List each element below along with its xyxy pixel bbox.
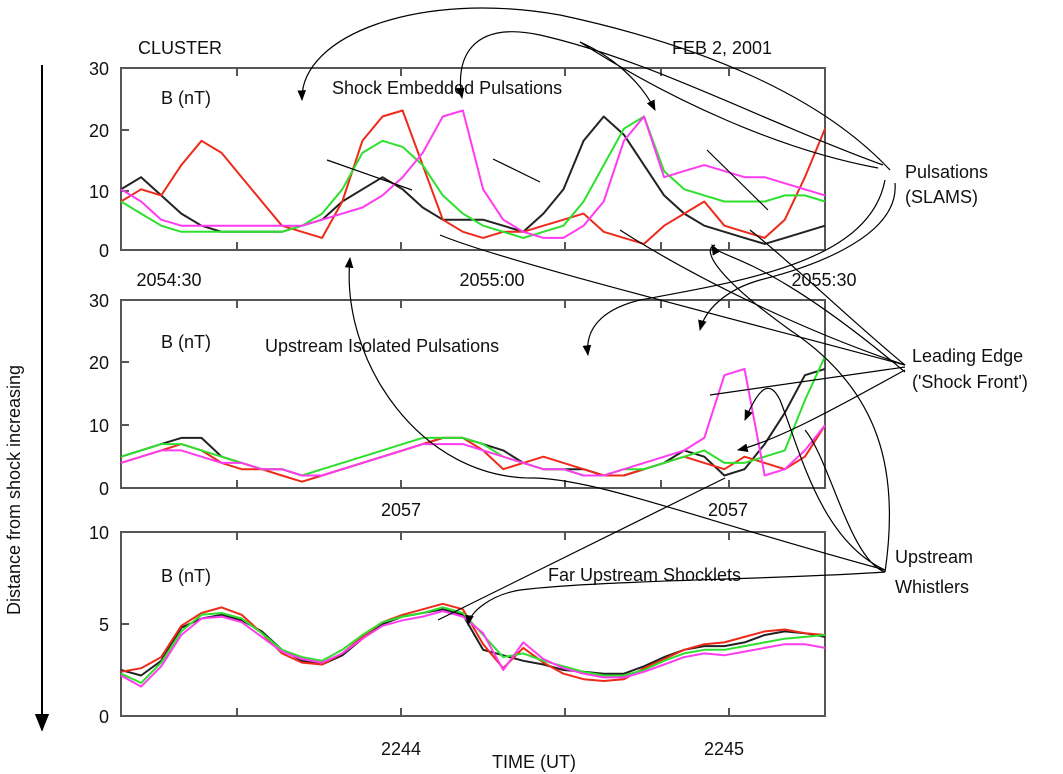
pointer-line-1 <box>326 159 413 191</box>
arrow-top-mid <box>455 31 884 166</box>
arrow-whistlers-right-loop <box>804 429 886 573</box>
whistlers-label-line1: Upstream <box>895 547 973 567</box>
y-tick-label: 10 <box>89 182 109 202</box>
y-tick-label: 30 <box>89 291 109 311</box>
arrow-leading-to-whistler <box>736 369 906 452</box>
series-line-magenta <box>120 109 826 239</box>
spacecraft-label: CLUSTER <box>138 38 222 58</box>
pointer-line-2 <box>492 158 541 183</box>
series-line-magenta <box>120 367 826 477</box>
arrow-shocklet-pointer <box>437 477 726 621</box>
y-tick-label: 0 <box>99 241 109 261</box>
distance-axis-label: Distance from shock increasing <box>4 365 24 615</box>
panel-frame <box>120 67 826 251</box>
panel-b-label: B (nT) <box>161 88 211 108</box>
x-tick-label: 2245 <box>704 739 744 759</box>
x-tick-label: 2055:00 <box>459 270 524 290</box>
leading-edge-annotation: Leading Edge ('Shock Front') <box>912 346 1028 392</box>
arrow-top-curve <box>297 7 891 171</box>
series-line-red <box>120 602 826 682</box>
series-line-red <box>120 109 826 245</box>
arrow-pulsations-to-mid2 <box>698 182 896 332</box>
x-tick-label: 2057 <box>381 500 421 520</box>
panel-frame <box>120 299 826 489</box>
leading-edge-label-line1: Leading Edge <box>912 346 1023 366</box>
panel-title: Shock Embedded Pulsations <box>332 78 562 98</box>
panel-upstream-isolated: 30 20 10 0 2057 2057 B (nT) Upstream Isolated P… <box>89 291 826 520</box>
arrow-leading-mid <box>709 366 906 396</box>
arrow-whistlers-loop <box>744 387 886 571</box>
date-label: FEB 2, 2001 <box>672 38 772 58</box>
y-tick-label: 0 <box>99 479 109 499</box>
y-tick-label: 30 <box>89 59 109 79</box>
panel-b-label: B (nT) <box>161 566 211 586</box>
series-line-green <box>120 115 826 239</box>
y-tick-label: 10 <box>89 523 109 543</box>
y-tick-label: 0 <box>99 707 109 727</box>
y-tick-label: 5 <box>99 615 109 635</box>
arrow-top-right <box>579 41 879 169</box>
annotation-arrows <box>297 7 906 627</box>
arrow-leading-top-right <box>749 229 906 366</box>
x-tick-label: 2054:30 <box>136 270 201 290</box>
series-line-red <box>120 424 826 483</box>
y-tick-label: 10 <box>89 416 109 436</box>
time-axis-label: TIME (UT) <box>492 752 576 772</box>
panel-shock-embedded: 30 20 10 0 2054:30 2055:00 2055:30 B (nT) Shock … <box>89 59 857 290</box>
y-tick-label: 20 <box>89 353 109 373</box>
arrow-whistlers-upper <box>344 256 886 571</box>
arrow-leading-top-left <box>439 234 906 366</box>
whistlers-label-line2: Whistlers <box>895 577 969 597</box>
series-line-black <box>120 608 826 677</box>
series-line-green <box>120 355 826 477</box>
x-tick-label: 2244 <box>381 739 421 759</box>
arrow-leading-top-mid <box>619 229 906 366</box>
arrow-whistlers-lower <box>465 571 886 627</box>
x-tick-label: 2057 <box>708 500 748 520</box>
pointer-line-3 <box>706 149 769 211</box>
leading-edge-label-line2: ('Shock Front') <box>912 372 1028 392</box>
x-tick-label: 2055:30 <box>791 270 856 290</box>
pulsations-annotation: Pulsations (SLAMS) <box>905 162 988 207</box>
pulsations-label-line2: (SLAMS) <box>905 187 978 207</box>
whistlers-annotation: Upstream Whistlers <box>895 547 973 597</box>
arrow-pulsations-to-mid <box>582 179 886 357</box>
panel-title: Upstream Isolated Pulsations <box>265 336 499 356</box>
panel-b-label: B (nT) <box>161 332 211 352</box>
arrow-whistlers-big-loop <box>709 244 891 573</box>
y-tick-label: 20 <box>89 121 109 141</box>
pulsations-label-line1: Pulsations <box>905 162 988 182</box>
arrow-leading-up <box>711 244 906 373</box>
